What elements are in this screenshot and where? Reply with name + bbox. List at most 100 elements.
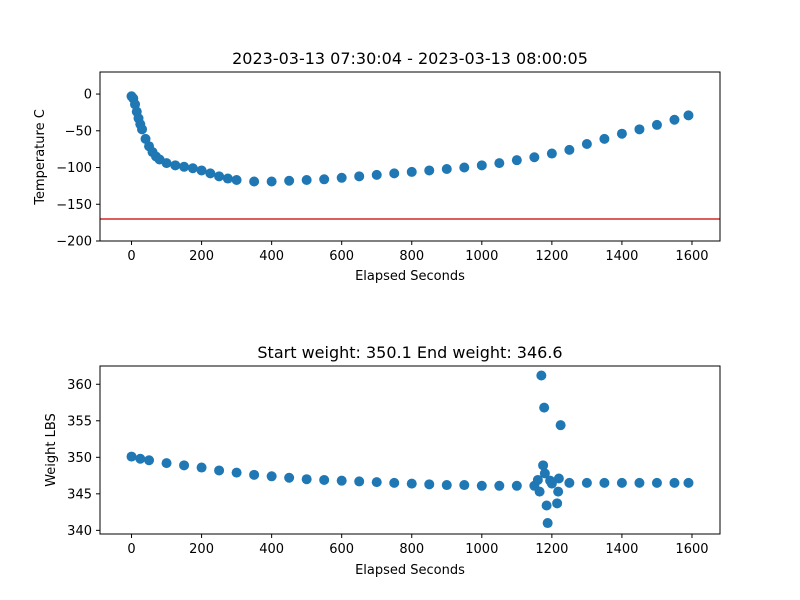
weight-data-point [555,420,566,431]
weight-chart: Start weight: 350.1 End weight: 346.6 0 2… [44,343,721,578]
temperature-data-point [406,166,417,177]
temperature-data-point [476,160,487,171]
temperature-data-point [249,176,260,187]
temperature-data-point [683,110,694,121]
weight-data-point [542,518,553,529]
weight-data-point [553,486,564,497]
weight-ticks: 0 200 400 600 800 1000 1200 1400 1600 340 345 350 35… [67,378,708,557]
temperature-y-tick-label: 0 [84,88,92,103]
temperature-data-point [564,144,575,155]
temperature-data-point [301,175,312,186]
weight-x-tick-label: 200 [189,542,214,557]
weight-y-tick-label: 360 [67,378,92,393]
weight-x-tick-label: 1200 [535,542,568,557]
temperature-x-tick-label: 600 [329,249,354,264]
weight-x-tick-label: 1600 [675,542,708,557]
temperature-y-tick-label: −50 [65,124,92,139]
weight-data-point [196,462,207,473]
weight-data-point [494,480,505,491]
temperature-data-point [546,148,557,159]
weight-data-point [319,474,330,485]
weight-data-point [616,477,627,488]
weight-data-point [538,460,549,471]
weight-data-point [231,467,242,478]
weight-data-point [126,451,137,462]
weight-x-tick-label: 400 [259,542,284,557]
temperature-x-tick-label: 200 [189,249,214,264]
weight-data-point [539,402,550,413]
weight-data-point [389,477,400,488]
temperature-data-point [669,114,680,125]
weight-data-point [536,370,547,381]
temperature-data-point [459,162,470,173]
weight-data-point [336,475,347,486]
temperature-x-tick-label: 1200 [535,249,568,264]
weight-data-point [161,458,172,469]
temperature-data-point [222,173,233,184]
temperature-data-point [616,128,627,139]
temperature-data-point [214,171,225,182]
weight-data-point [552,498,563,509]
temperature-y-tick-label: −200 [56,235,92,250]
weight-data-point [581,477,592,488]
temperature-plot-frame [99,71,721,242]
weight-data-point [459,480,470,491]
temperature-chart-title: 2023-03-13 07:30:04 - 2023-03-13 08:00:0… [232,49,588,68]
weight-data-point [301,474,312,485]
temperature-marks [100,91,720,220]
temperature-data-point [231,175,242,186]
temperature-y-tick-label: −150 [56,198,92,213]
temperature-data-point [354,171,365,182]
weight-data-point [546,478,557,489]
weight-data-point [683,477,694,488]
weight-x-tick-label: 800 [399,542,424,557]
temperature-chart: 2023-03-13 07:30:04 - 2023-03-13 08:00:0… [33,49,721,284]
temperature-data-point [161,158,172,169]
temperature-x-tick-label: 1600 [675,249,708,264]
weight-data-point [599,477,610,488]
weight-data-point [476,480,487,491]
temperature-data-point [196,165,207,176]
weight-data-point [532,474,543,485]
weight-data-point [214,465,225,476]
temperature-data-point [336,172,347,183]
weight-data-point [135,453,146,464]
weight-x-tick-label: 1000 [465,542,498,557]
temperature-data-point [634,124,645,135]
weight-data-point [651,477,662,488]
temperature-data-point [319,174,330,185]
temperature-data-point [187,163,198,174]
weight-data-point [441,480,452,491]
temperature-data-point [137,124,148,135]
temperature-data-point [170,160,181,171]
weight-data-point [424,479,435,490]
weight-y-tick-label: 355 [67,414,92,429]
temperature-data-point [511,155,522,166]
weight-marks [126,370,694,529]
weight-data-point [406,478,417,489]
weight-y-axis-label: Weight LBS [44,413,59,487]
weight-x-tick-label: 0 [127,542,135,557]
temperature-data-point [179,161,190,172]
temperature-data-point [284,175,295,186]
weight-data-point [371,477,382,488]
weight-x-tick-label: 600 [329,542,354,557]
temperature-data-point [651,119,662,130]
temperature-x-tick-label: 1000 [465,249,498,264]
temperature-data-point [389,168,400,179]
weight-x-axis-label: Elapsed Seconds [355,563,465,578]
weight-data-point [634,477,645,488]
weight-chart-title: Start weight: 350.1 End weight: 346.6 [257,343,562,362]
weight-data-point [144,455,155,466]
temperature-y-axis-label: Temperature C [33,109,48,206]
temperature-data-point [441,163,452,174]
temperature-data-point [529,152,540,163]
weight-plot-frame [99,365,721,535]
weight-data-point [249,469,260,480]
temperature-x-tick-label: 1400 [605,249,638,264]
weight-data-point [266,471,277,482]
weight-data-point [284,472,295,483]
temperature-x-tick-label: 800 [399,249,424,264]
